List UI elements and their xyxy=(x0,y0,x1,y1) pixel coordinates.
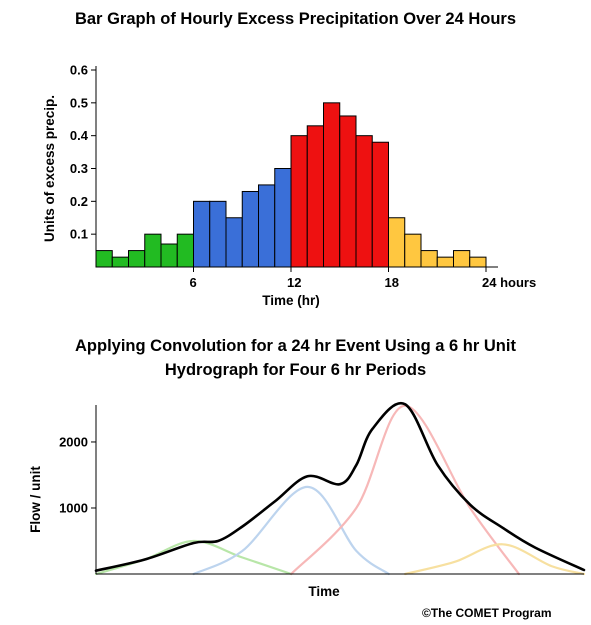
bar-hour-22 xyxy=(436,256,454,268)
bar-y-tick-label-0.3: 0.3 xyxy=(70,161,88,176)
bar-chart-title: Bar Graph of Hourly Excess Precipitation… xyxy=(74,10,517,28)
bar-hour-24 xyxy=(469,256,487,268)
bar-hour-6 xyxy=(176,233,194,268)
bar-x-tick-label-6: 6 xyxy=(190,275,197,290)
bar-hour-23 xyxy=(453,250,471,268)
bar-hour-2 xyxy=(111,256,129,268)
bar-y-axis-label: Units of excess precip. xyxy=(42,95,57,242)
hydrograph-period-2 xyxy=(192,485,390,576)
line-x-axis-label: Time xyxy=(308,584,340,599)
bar-y-tick-label-0.6: 0.6 xyxy=(70,63,88,78)
bar-x-tick-label-18: 18 xyxy=(385,275,399,290)
bar-hour-17 xyxy=(355,135,373,268)
bar-y-tick-label-0.2: 0.2 xyxy=(70,194,88,209)
bar-y-tick-label-0.1: 0.1 xyxy=(70,227,88,242)
bar-hour-16 xyxy=(339,115,357,268)
bar-hour-3 xyxy=(128,250,146,268)
bar-hour-11 xyxy=(258,184,276,268)
line-y-tick-label-1000: 1000 xyxy=(59,500,88,515)
bar-x-axis-label: Time (hr) xyxy=(262,293,320,308)
bar-hour-5 xyxy=(160,243,178,268)
bar-x-tick-label-12: 12 xyxy=(287,275,301,290)
bar-hour-10 xyxy=(241,190,259,268)
bar-hour-21 xyxy=(420,250,438,268)
bar-hour-4 xyxy=(144,233,162,268)
credit-text: ©The COMET Program xyxy=(422,606,552,620)
line-y-tick-label-2000: 2000 xyxy=(59,434,88,449)
hydrograph-period-4 xyxy=(404,543,586,576)
hydrograph-period-1 xyxy=(94,539,293,576)
bar-x-tick-label-24: 24 hours xyxy=(482,275,536,290)
hydrograph-total xyxy=(94,401,586,572)
bar-hour-18 xyxy=(371,141,389,268)
bar-hour-1 xyxy=(95,250,113,268)
bar-y-tick-label-0.4: 0.4 xyxy=(70,128,89,143)
bar-hour-7 xyxy=(193,200,211,268)
line-chart-title-line-2: Hydrograph for Four 6 hr Periods xyxy=(164,361,427,379)
bar-hour-13 xyxy=(290,135,308,268)
bar-hour-20 xyxy=(404,233,422,268)
bar-hour-15 xyxy=(323,102,341,268)
bar-hour-8 xyxy=(209,200,227,268)
bar-hour-19 xyxy=(388,217,406,268)
bar-hour-12 xyxy=(274,168,292,268)
line-chart-title-line-1: Applying Convolution for a 24 hr Event U… xyxy=(75,337,516,355)
line-y-axis-label: Flow / unit xyxy=(28,466,43,533)
bar-hour-14 xyxy=(306,125,324,268)
bar-y-tick-label-0.5: 0.5 xyxy=(70,95,88,110)
bar-hour-9 xyxy=(225,217,243,268)
